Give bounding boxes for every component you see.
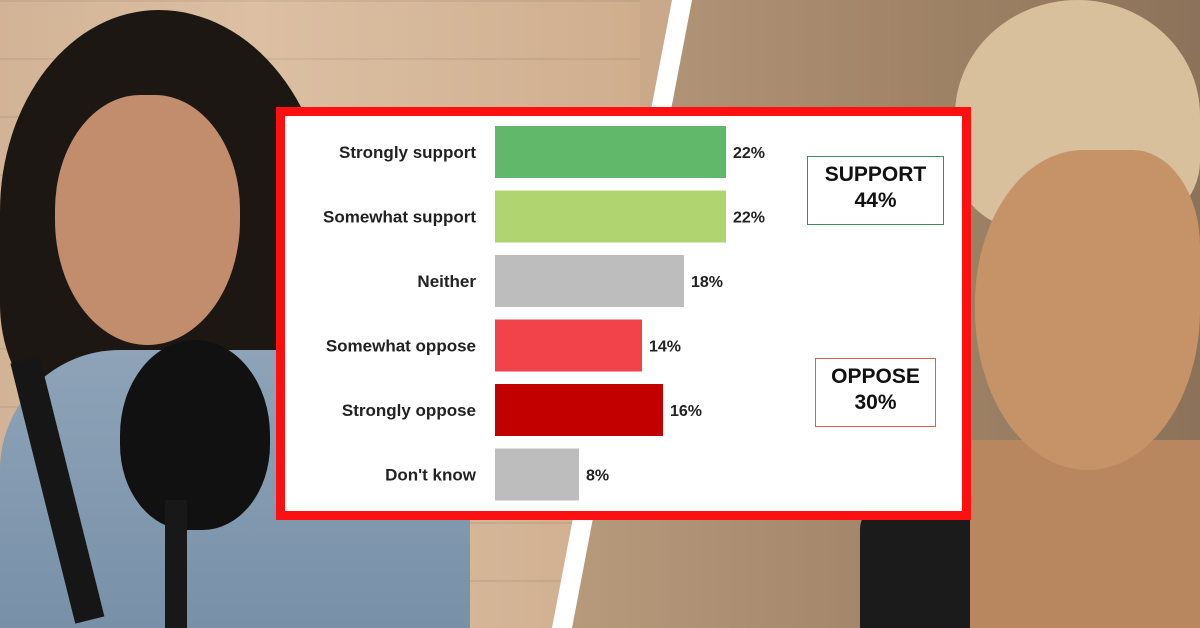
oppose-label: OPPOSE (831, 365, 920, 388)
category-label: Somewhat support (323, 208, 476, 227)
bar (495, 448, 579, 501)
left-speaker-face (55, 95, 240, 345)
value-label: 22% (733, 145, 765, 162)
bar (495, 255, 684, 307)
microphone (120, 340, 270, 530)
support-summary-box: SUPPORT 44% (807, 156, 944, 225)
oppose-value: 30% (854, 391, 897, 414)
support-label: SUPPORT (824, 163, 927, 186)
value-label: 22% (733, 210, 765, 227)
bar (495, 190, 726, 243)
category-label: Neither (417, 272, 476, 291)
bar (495, 319, 642, 372)
right-speaker-face (975, 150, 1200, 470)
support-value: 44% (854, 189, 897, 212)
bar (495, 126, 726, 178)
right-speaker-top (860, 500, 970, 628)
value-label: 16% (670, 403, 702, 420)
bar (495, 384, 663, 436)
value-label: 18% (691, 274, 723, 291)
chart-card: Strongly support 22% Somewhat support 22% Ne… (276, 107, 971, 520)
value-label: 8% (586, 468, 609, 485)
bar-chart: Strongly support 22% Somewhat support 22% Ne… (323, 126, 765, 501)
value-label: 14% (649, 339, 681, 356)
category-label: Don't know (385, 466, 477, 485)
oppose-summary-box: OPPOSE 30% (815, 358, 936, 427)
category-label: Strongly oppose (342, 401, 476, 420)
category-label: Strongly support (339, 143, 476, 162)
category-label: Somewhat oppose (326, 337, 476, 356)
mic-stand (165, 500, 187, 628)
